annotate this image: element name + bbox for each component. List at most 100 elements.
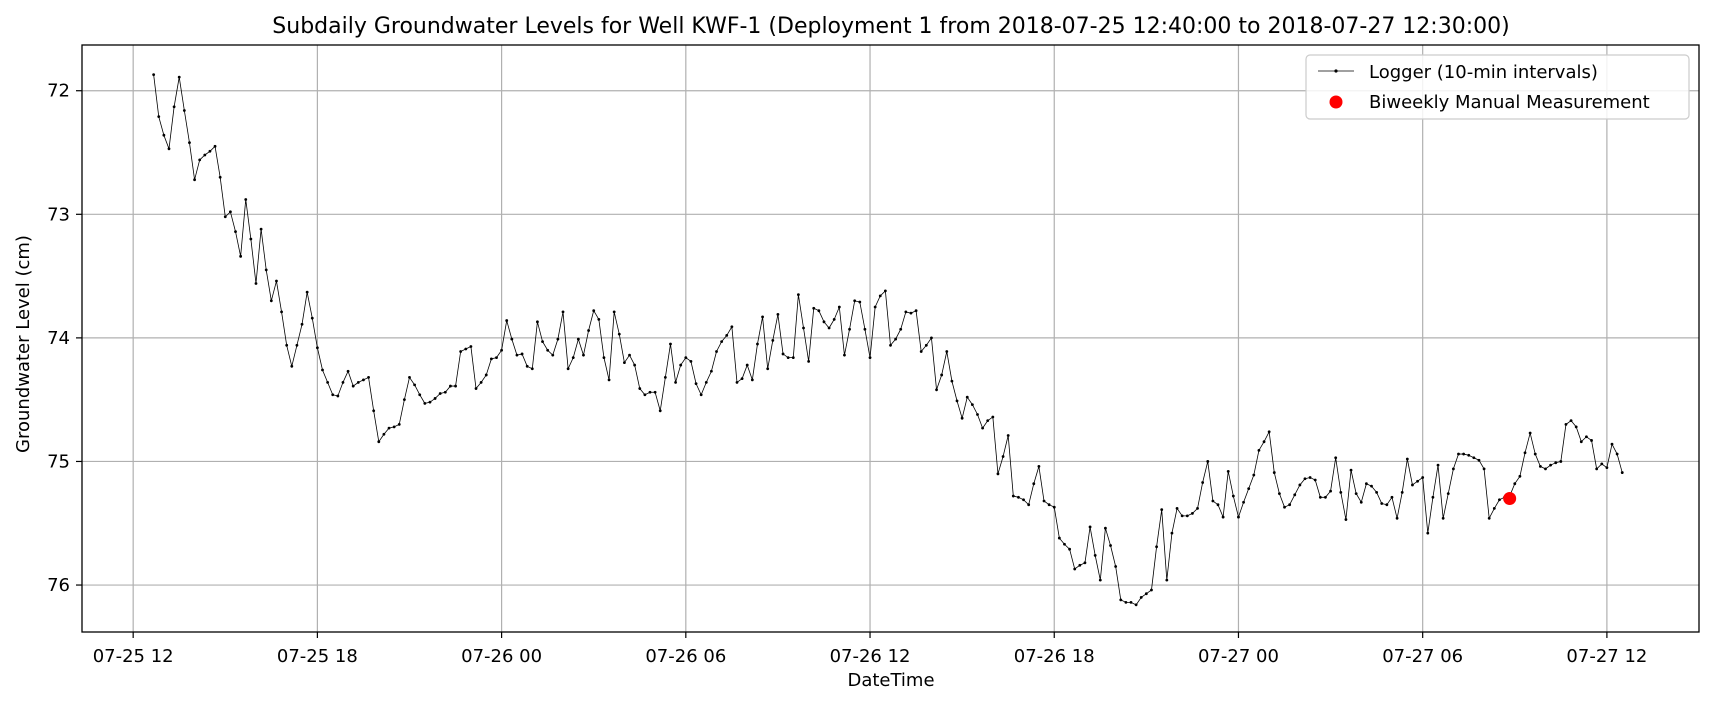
logger-data-point xyxy=(1544,467,1547,471)
logger-data-point xyxy=(781,352,785,356)
logger-data-point xyxy=(223,215,227,219)
logger-data-point xyxy=(1477,458,1481,462)
logger-data-point xyxy=(300,322,304,326)
logger-data-point xyxy=(582,353,585,357)
logger-data-point xyxy=(981,426,985,430)
logger-data-point xyxy=(551,353,555,357)
logger-data-point xyxy=(182,109,186,112)
logger-data-point xyxy=(428,400,432,404)
logger-data-point xyxy=(1119,598,1123,602)
logger-data-point xyxy=(945,350,949,353)
logger-data-point xyxy=(776,313,780,316)
logger-data-point xyxy=(520,352,524,356)
logger-data-point xyxy=(924,343,928,347)
logger-data-point xyxy=(1180,514,1184,518)
logger-data-point xyxy=(1533,452,1537,456)
logger-data-point xyxy=(1436,463,1440,467)
logger-data-point xyxy=(1380,502,1384,505)
legend-manual-marker xyxy=(1329,95,1343,109)
logger-data-point xyxy=(1298,483,1302,487)
logger-data-point xyxy=(715,350,718,353)
logger-data-point xyxy=(1165,578,1169,582)
logger-data-point xyxy=(1339,490,1343,494)
logger-data-point xyxy=(1098,578,1102,582)
y-tick-label: 76 xyxy=(47,575,70,596)
logger-data-point xyxy=(1605,466,1609,470)
logger-data-point xyxy=(704,380,708,384)
logger-data-point xyxy=(239,254,243,258)
logger-data-point xyxy=(771,338,775,342)
logger-data-point xyxy=(791,356,795,360)
logger-data-point xyxy=(1585,435,1588,439)
logger-data-point xyxy=(285,343,289,347)
logger-data-point xyxy=(249,237,253,241)
logger-data-point xyxy=(1579,440,1583,444)
logger-data-point xyxy=(326,380,330,384)
logger-data-point xyxy=(280,310,283,314)
logger-data-point xyxy=(1364,482,1368,486)
logger-data-point xyxy=(479,380,483,384)
logger-data-point xyxy=(275,279,278,283)
logger-data-point xyxy=(1523,451,1527,455)
logger-data-point xyxy=(208,149,212,153)
logger-data-point xyxy=(756,342,759,346)
logger-data-point xyxy=(745,363,749,367)
logger-data-point xyxy=(1600,462,1604,466)
logger-data-point xyxy=(1390,495,1394,499)
legend-logger-label: Logger (10-min intervals) xyxy=(1369,62,1598,83)
logger-data-point xyxy=(592,309,596,313)
logger-data-point xyxy=(433,397,437,400)
logger-data-point xyxy=(786,356,790,360)
logger-data-point xyxy=(1252,473,1256,477)
logger-data-point xyxy=(1349,468,1353,472)
logger-data-point xyxy=(469,345,473,348)
logger-data-point xyxy=(530,367,534,371)
logger-data-point xyxy=(1528,431,1532,435)
logger-data-point xyxy=(259,227,263,231)
logger-data-point xyxy=(1170,531,1174,535)
logger-data-point xyxy=(796,293,800,297)
logger-data-point xyxy=(955,399,959,403)
plot-frame xyxy=(81,44,1700,633)
logger-data-point xyxy=(1278,492,1281,495)
logger-data-point xyxy=(1329,489,1332,493)
series-layer xyxy=(152,73,1624,607)
logger-data-point xyxy=(1467,453,1471,457)
logger-data-point xyxy=(1150,588,1153,592)
logger-data-point xyxy=(822,320,826,324)
logger-data-point xyxy=(587,329,590,332)
logger-data-point xyxy=(597,317,601,321)
logger-data-point xyxy=(602,356,606,360)
logger-data-point xyxy=(1052,505,1056,509)
logger-data-point xyxy=(843,353,846,357)
logger-data-point xyxy=(1549,463,1552,467)
y-tick-label: 72 xyxy=(47,81,70,102)
logger-data-point xyxy=(679,363,683,367)
logger-data-point xyxy=(1191,511,1194,515)
logger-data-point xyxy=(1022,498,1025,502)
logger-data-point xyxy=(571,356,575,360)
logger-data-point xyxy=(1109,544,1112,547)
logger-data-point xyxy=(863,327,867,331)
logger-data-point xyxy=(1303,477,1307,481)
logger-data-point xyxy=(1451,467,1455,471)
logger-data-point xyxy=(310,316,314,320)
logger-data-point xyxy=(1185,514,1189,518)
logger-data-point xyxy=(203,153,207,157)
logger-data-point xyxy=(1288,503,1292,507)
logger-data-point xyxy=(658,409,662,413)
logger-data-point xyxy=(177,75,181,79)
logger-data-point xyxy=(1047,503,1051,507)
logger-data-point xyxy=(1421,476,1425,479)
logger-data-point xyxy=(510,337,514,341)
logger-data-point xyxy=(1313,478,1317,482)
logger-data-point xyxy=(674,380,677,384)
logger-data-point xyxy=(1042,499,1046,503)
logger-data-point xyxy=(648,390,652,394)
logger-data-point xyxy=(167,147,171,151)
logger-data-point xyxy=(730,325,734,329)
y-axis-label: Groundwater Level (cm) xyxy=(13,235,34,453)
logger-data-point xyxy=(1073,567,1077,571)
logger-data-point xyxy=(628,353,631,357)
